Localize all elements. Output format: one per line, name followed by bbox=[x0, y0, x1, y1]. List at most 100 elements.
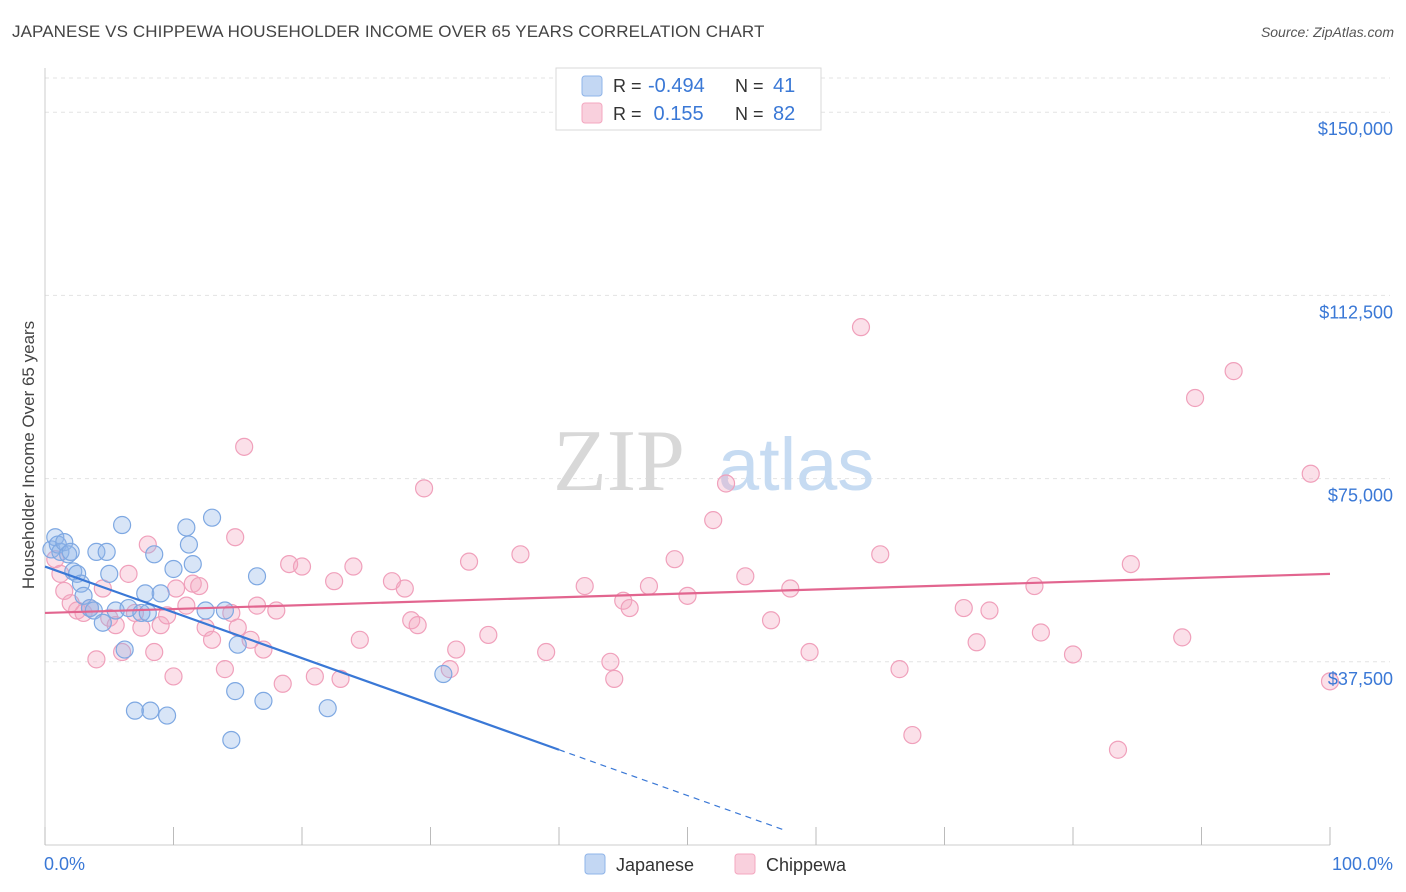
chippewa-point bbox=[151, 616, 170, 635]
japanese-point bbox=[93, 613, 112, 632]
y-tick-labels: $37,500 $75,000 $112,500 $150,000 bbox=[1318, 119, 1393, 689]
chippewa-point bbox=[761, 611, 781, 630]
chippewa-point bbox=[716, 474, 736, 493]
legend-n-label-japanese: N = bbox=[735, 76, 764, 96]
watermark-zip: ZIP bbox=[553, 413, 685, 510]
japanese-point bbox=[112, 515, 132, 535]
chippewa-point bbox=[395, 579, 414, 598]
japanese-point bbox=[196, 601, 215, 620]
y-axis-label: Householder Income Over 65 years bbox=[19, 321, 38, 589]
chippewa-point bbox=[980, 601, 999, 620]
chippewa-point bbox=[511, 545, 530, 564]
x-tick-labels: 0.0% 100.0% bbox=[44, 854, 1393, 874]
chippewa-point bbox=[1320, 672, 1340, 691]
japanese-point bbox=[141, 701, 160, 720]
chippewa-point bbox=[639, 576, 659, 596]
japanese-trend-line bbox=[44, 565, 560, 751]
chippewa-point bbox=[408, 616, 427, 635]
japanese-point bbox=[100, 564, 119, 583]
chippewa-point bbox=[1031, 623, 1050, 642]
chippewa-point bbox=[851, 318, 871, 337]
chippewa-point bbox=[138, 535, 157, 554]
series-legend: Japanese Chippewa bbox=[584, 853, 847, 875]
chippewa-point bbox=[344, 557, 363, 576]
japanese-point bbox=[318, 699, 337, 718]
chippewa-point bbox=[1173, 628, 1192, 647]
japanese-points bbox=[42, 508, 453, 750]
chippewa-point bbox=[575, 576, 594, 596]
chippewa-point bbox=[119, 564, 138, 583]
legend-r-value-chippewa: 0.155 bbox=[648, 103, 704, 125]
chippewa-point bbox=[459, 552, 479, 571]
chippewa-trend-line bbox=[44, 572, 1331, 615]
chippewa-point bbox=[665, 550, 684, 569]
chippewa-point bbox=[890, 660, 909, 679]
chippewa-point bbox=[177, 596, 196, 615]
japanese-point bbox=[183, 554, 202, 574]
y-tick-label: $150,000 bbox=[1318, 119, 1393, 139]
chippewa-point bbox=[736, 567, 755, 586]
grid-lines bbox=[45, 77, 1390, 663]
japanese-trend-extension bbox=[558, 749, 785, 831]
chippewa-point bbox=[414, 479, 434, 498]
legend-n-value-chippewa: 82 bbox=[773, 103, 795, 125]
chippewa-point bbox=[112, 642, 132, 662]
watermark: ZIP atlas bbox=[553, 413, 874, 510]
chippewa-point bbox=[781, 579, 800, 598]
legend-swatch-japanese bbox=[581, 75, 603, 97]
chippewa-point bbox=[447, 640, 466, 659]
chippewa-point bbox=[1025, 576, 1044, 596]
chippewa-point bbox=[166, 579, 186, 598]
chippewa-point bbox=[1063, 645, 1083, 664]
japanese-point bbox=[115, 640, 134, 659]
japanese-point bbox=[125, 701, 145, 720]
japanese-point bbox=[215, 601, 234, 620]
chippewa-points bbox=[46, 318, 1340, 759]
chippewa-point bbox=[235, 437, 254, 456]
chippewa-point bbox=[190, 576, 209, 596]
chippewa-point bbox=[954, 598, 973, 618]
legend-n-value-japanese: 41 bbox=[773, 75, 795, 97]
chippewa-point bbox=[1185, 388, 1205, 408]
trend-lines bbox=[44, 565, 1331, 831]
japanese-point bbox=[179, 535, 199, 554]
chart-title: JAPANESE VS CHIPPEWA HOUSEHOLDER INCOME … bbox=[12, 22, 765, 41]
chippewa-point bbox=[164, 667, 183, 686]
japanese-point bbox=[434, 664, 453, 684]
watermark-atlas: atlas bbox=[718, 423, 874, 506]
bottom-legend-label-japanese: Japanese bbox=[616, 855, 694, 875]
chippewa-point bbox=[267, 601, 286, 620]
chippewa-point bbox=[292, 557, 312, 576]
chippewa-point bbox=[305, 667, 324, 686]
japanese-point bbox=[254, 691, 273, 710]
bottom-legend-label-chippewa: Chippewa bbox=[766, 855, 847, 875]
chippewa-point bbox=[601, 652, 620, 671]
axes bbox=[44, 68, 1331, 846]
japanese-point bbox=[247, 567, 267, 586]
chippewa-point bbox=[87, 650, 106, 669]
chippewa-point bbox=[967, 633, 986, 652]
chippewa-point bbox=[273, 674, 292, 693]
chippewa-point bbox=[226, 528, 245, 547]
japanese-point bbox=[145, 545, 164, 564]
source-label: Source: ZipAtlas.com bbox=[1260, 24, 1394, 40]
chippewa-point bbox=[479, 625, 498, 645]
chippewa-point bbox=[215, 660, 234, 679]
chippewa-point bbox=[1224, 362, 1243, 381]
chippewa-point bbox=[903, 725, 922, 745]
y-tick-label: $75,000 bbox=[1328, 486, 1393, 506]
japanese-point bbox=[157, 706, 177, 725]
japanese-point bbox=[226, 682, 245, 701]
chippewa-point bbox=[678, 586, 697, 605]
legend-r-label-chippewa: R = bbox=[613, 104, 642, 124]
japanese-point bbox=[97, 542, 116, 561]
bottom-legend-swatch-japanese bbox=[584, 853, 606, 875]
chippewa-point bbox=[1301, 464, 1320, 483]
japanese-point bbox=[202, 508, 222, 527]
legend-r-value-japanese: -0.494 bbox=[648, 75, 705, 97]
japanese-point bbox=[138, 603, 157, 623]
japanese-point bbox=[228, 635, 247, 654]
chippewa-point bbox=[350, 630, 369, 649]
bottom-legend-swatch-chippewa bbox=[734, 853, 756, 875]
